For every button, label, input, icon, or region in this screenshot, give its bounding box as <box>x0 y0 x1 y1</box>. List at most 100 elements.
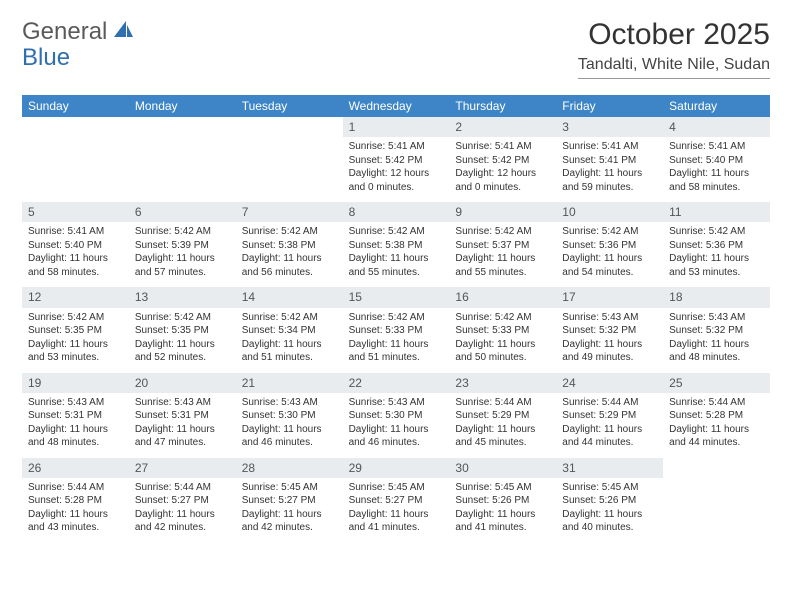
logo-text-general: General <box>22 18 107 46</box>
day-cell: 26Sunrise: 5:44 AMSunset: 5:28 PMDayligh… <box>22 458 129 543</box>
empty-cell <box>129 117 236 202</box>
sunrise-line: Sunrise: 5:43 AM <box>562 311 657 325</box>
day-cell: 4Sunrise: 5:41 AMSunset: 5:40 PMDaylight… <box>663 117 770 202</box>
sunrise-line: Sunrise: 5:43 AM <box>669 311 764 325</box>
day-cell: 3Sunrise: 5:41 AMSunset: 5:41 PMDaylight… <box>556 117 663 202</box>
daylight-line: Daylight: 11 hours and 42 minutes. <box>135 508 230 535</box>
weekday-tue: Tuesday <box>236 95 343 117</box>
sunrise-line: Sunrise: 5:42 AM <box>135 311 230 325</box>
sunset-line: Sunset: 5:39 PM <box>135 239 230 253</box>
sunset-line: Sunset: 5:27 PM <box>242 494 337 508</box>
sunrise-line: Sunrise: 5:42 AM <box>135 225 230 239</box>
day-cell: 6Sunrise: 5:42 AMSunset: 5:39 PMDaylight… <box>129 202 236 287</box>
sunrise-line: Sunrise: 5:44 AM <box>455 396 550 410</box>
title-block: October 2025 Tandalti, White Nile, Sudan <box>578 18 770 79</box>
day-number: 8 <box>343 202 450 222</box>
day-number: 22 <box>343 373 450 393</box>
sunrise-line: Sunrise: 5:44 AM <box>562 396 657 410</box>
sunset-line: Sunset: 5:27 PM <box>135 494 230 508</box>
daylight-line: Daylight: 11 hours and 46 minutes. <box>349 423 444 450</box>
day-cell: 14Sunrise: 5:42 AMSunset: 5:34 PMDayligh… <box>236 287 343 372</box>
sunset-line: Sunset: 5:42 PM <box>349 154 444 168</box>
day-cell: 15Sunrise: 5:42 AMSunset: 5:33 PMDayligh… <box>343 287 450 372</box>
sunrise-line: Sunrise: 5:44 AM <box>135 481 230 495</box>
day-cell: 12Sunrise: 5:42 AMSunset: 5:35 PMDayligh… <box>22 287 129 372</box>
sunset-line: Sunset: 5:29 PM <box>455 409 550 423</box>
sunset-line: Sunset: 5:31 PM <box>135 409 230 423</box>
sunrise-line: Sunrise: 5:42 AM <box>242 311 337 325</box>
sunrise-line: Sunrise: 5:45 AM <box>562 481 657 495</box>
daylight-line: Daylight: 11 hours and 50 minutes. <box>455 338 550 365</box>
sunrise-line: Sunrise: 5:42 AM <box>28 311 123 325</box>
sunset-line: Sunset: 5:28 PM <box>28 494 123 508</box>
daylight-line: Daylight: 11 hours and 48 minutes. <box>28 423 123 450</box>
day-cell: 5Sunrise: 5:41 AMSunset: 5:40 PMDaylight… <box>22 202 129 287</box>
day-number: 4 <box>663 117 770 137</box>
week-row: 5Sunrise: 5:41 AMSunset: 5:40 PMDaylight… <box>22 202 770 287</box>
weekday-sat: Saturday <box>663 95 770 117</box>
header: General October 2025 Tandalti, White Nil… <box>22 18 770 79</box>
week-row: 19Sunrise: 5:43 AMSunset: 5:31 PMDayligh… <box>22 373 770 458</box>
day-number: 3 <box>556 117 663 137</box>
sunset-line: Sunset: 5:36 PM <box>562 239 657 253</box>
day-number: 5 <box>22 202 129 222</box>
sunrise-line: Sunrise: 5:42 AM <box>455 225 550 239</box>
daylight-line: Daylight: 11 hours and 53 minutes. <box>669 252 764 279</box>
sunset-line: Sunset: 5:35 PM <box>28 324 123 338</box>
daylight-line: Daylight: 11 hours and 46 minutes. <box>242 423 337 450</box>
daylight-line: Daylight: 11 hours and 54 minutes. <box>562 252 657 279</box>
day-cell: 24Sunrise: 5:44 AMSunset: 5:29 PMDayligh… <box>556 373 663 458</box>
day-cell: 28Sunrise: 5:45 AMSunset: 5:27 PMDayligh… <box>236 458 343 543</box>
sunset-line: Sunset: 5:26 PM <box>562 494 657 508</box>
week-row: 1Sunrise: 5:41 AMSunset: 5:42 PMDaylight… <box>22 117 770 202</box>
day-number: 30 <box>449 458 556 478</box>
location: Tandalti, White Nile, Sudan <box>578 56 770 79</box>
daylight-line: Daylight: 11 hours and 48 minutes. <box>669 338 764 365</box>
daylight-line: Daylight: 12 hours and 0 minutes. <box>349 167 444 194</box>
daylight-line: Daylight: 11 hours and 43 minutes. <box>28 508 123 535</box>
day-number: 23 <box>449 373 556 393</box>
daylight-line: Daylight: 12 hours and 0 minutes. <box>455 167 550 194</box>
day-number: 7 <box>236 202 343 222</box>
day-cell: 17Sunrise: 5:43 AMSunset: 5:32 PMDayligh… <box>556 287 663 372</box>
day-number: 27 <box>129 458 236 478</box>
day-number: 11 <box>663 202 770 222</box>
sunset-line: Sunset: 5:40 PM <box>669 154 764 168</box>
empty-cell <box>236 117 343 202</box>
day-cell: 16Sunrise: 5:42 AMSunset: 5:33 PMDayligh… <box>449 287 556 372</box>
day-cell: 29Sunrise: 5:45 AMSunset: 5:27 PMDayligh… <box>343 458 450 543</box>
day-cell: 9Sunrise: 5:42 AMSunset: 5:37 PMDaylight… <box>449 202 556 287</box>
day-number: 9 <box>449 202 556 222</box>
empty-cell <box>22 117 129 202</box>
sunrise-line: Sunrise: 5:45 AM <box>349 481 444 495</box>
sunset-line: Sunset: 5:27 PM <box>349 494 444 508</box>
sunrise-line: Sunrise: 5:42 AM <box>669 225 764 239</box>
sunrise-line: Sunrise: 5:42 AM <box>562 225 657 239</box>
sunset-line: Sunset: 5:41 PM <box>562 154 657 168</box>
sunset-line: Sunset: 5:30 PM <box>242 409 337 423</box>
day-number: 12 <box>22 287 129 307</box>
daylight-line: Daylight: 11 hours and 56 minutes. <box>242 252 337 279</box>
weekday-fri: Friday <box>556 95 663 117</box>
daylight-line: Daylight: 11 hours and 58 minutes. <box>669 167 764 194</box>
daylight-line: Daylight: 11 hours and 44 minutes. <box>669 423 764 450</box>
daylight-line: Daylight: 11 hours and 44 minutes. <box>562 423 657 450</box>
day-number: 2 <box>449 117 556 137</box>
day-cell: 22Sunrise: 5:43 AMSunset: 5:30 PMDayligh… <box>343 373 450 458</box>
day-cell: 11Sunrise: 5:42 AMSunset: 5:36 PMDayligh… <box>663 202 770 287</box>
weekday-thu: Thursday <box>449 95 556 117</box>
weekday-mon: Monday <box>129 95 236 117</box>
sunrise-line: Sunrise: 5:42 AM <box>349 225 444 239</box>
day-number: 26 <box>22 458 129 478</box>
sunset-line: Sunset: 5:30 PM <box>349 409 444 423</box>
day-number: 18 <box>663 287 770 307</box>
sunset-line: Sunset: 5:42 PM <box>455 154 550 168</box>
day-cell: 20Sunrise: 5:43 AMSunset: 5:31 PMDayligh… <box>129 373 236 458</box>
sail-icon <box>112 18 134 46</box>
sunrise-line: Sunrise: 5:42 AM <box>242 225 337 239</box>
day-number: 28 <box>236 458 343 478</box>
weekday-row: Sunday Monday Tuesday Wednesday Thursday… <box>22 95 770 117</box>
week-row: 12Sunrise: 5:42 AMSunset: 5:35 PMDayligh… <box>22 287 770 372</box>
day-cell: 13Sunrise: 5:42 AMSunset: 5:35 PMDayligh… <box>129 287 236 372</box>
month-title: October 2025 <box>578 18 770 52</box>
